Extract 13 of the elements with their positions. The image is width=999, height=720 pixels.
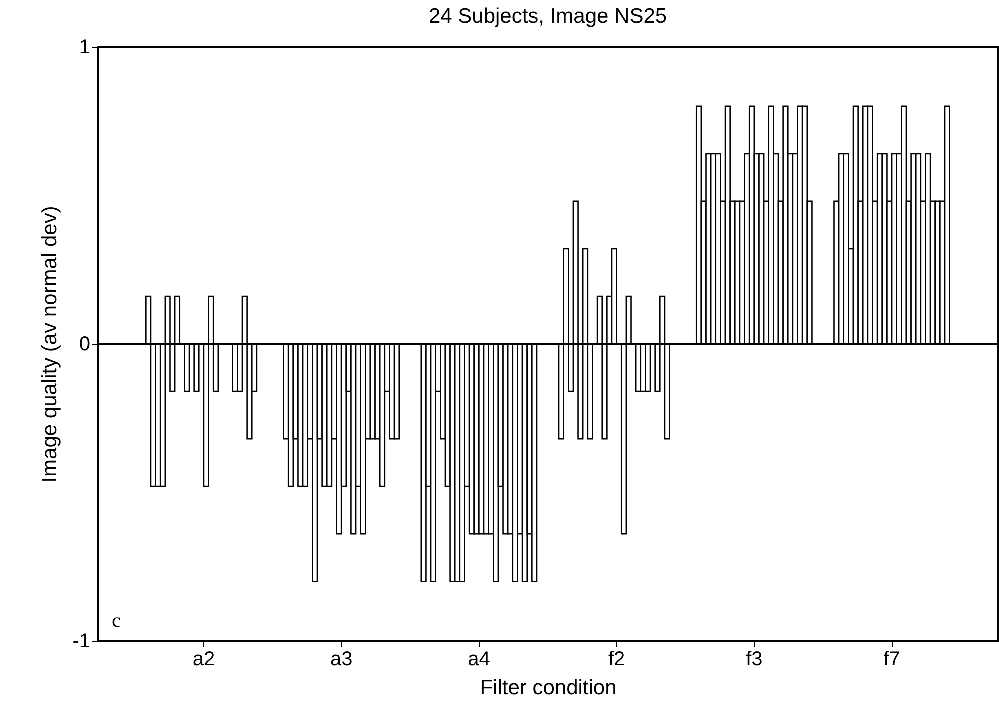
chart-title: 24 Subjects, Image NS25 [428, 5, 668, 28]
annotation: c [112, 610, 121, 632]
x-tick-label: a2 [192, 648, 216, 670]
y-tick-label: 0 [79, 334, 90, 356]
y-axis-title: Image quality (av normal dev) [38, 206, 62, 483]
x-tick-label: a4 [468, 648, 490, 670]
x-tick-label: f2 [608, 648, 626, 670]
x-tick-label: f3 [746, 648, 763, 670]
x-tick-label: a3 [330, 648, 353, 670]
x-axis-title: Filter condition [480, 676, 617, 700]
y-tick-label: 1 [79, 36, 90, 58]
x-tick-label: f7 [884, 648, 900, 670]
y-tick-label: -1 [72, 630, 90, 652]
